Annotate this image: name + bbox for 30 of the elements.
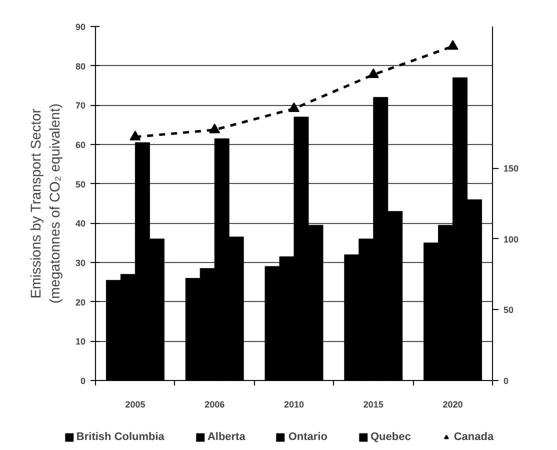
x-tick-label: 2015 xyxy=(363,400,384,410)
x-tick-label: 2010 xyxy=(284,400,304,410)
y-tick-label: 90 xyxy=(75,22,86,32)
point xyxy=(130,130,141,140)
point xyxy=(288,102,300,112)
y-tick-label: 80 xyxy=(75,61,86,72)
y-tick-label: 70 xyxy=(75,100,86,111)
legend-label: Quebec xyxy=(370,431,411,443)
y-tick-label: 30 xyxy=(75,258,86,268)
x-tick-label: 2006 xyxy=(204,400,225,410)
legend-label: British Columbia xyxy=(76,431,164,443)
y-tick-label: 10 xyxy=(75,336,86,347)
y2-tick-label: 50 xyxy=(504,305,514,316)
y-tick-label: 40 xyxy=(75,218,86,229)
legend-label: Alberta xyxy=(207,431,246,443)
x-tick-label: 2005 xyxy=(125,400,146,410)
y2-tick-label: 100 xyxy=(504,234,519,244)
y-axis-title: Emissions by Transport Sector (megatonnes of CO₂ equivalent) xyxy=(27,103,62,304)
point xyxy=(209,124,220,134)
point xyxy=(368,68,379,78)
y-tick-label: 20 xyxy=(75,297,86,308)
x-tick-label: 2020 xyxy=(442,400,463,410)
y-tick-label: 60 xyxy=(75,140,86,150)
legend-label: Ontario xyxy=(288,431,328,443)
legend-label: Canada xyxy=(454,431,494,443)
point xyxy=(447,40,458,50)
y-tick-label: 50 xyxy=(75,179,86,190)
y-tick-label: 0 xyxy=(80,376,86,386)
y2-tick-label: 150 xyxy=(504,164,519,174)
y2-tick-label: 0 xyxy=(504,376,509,386)
